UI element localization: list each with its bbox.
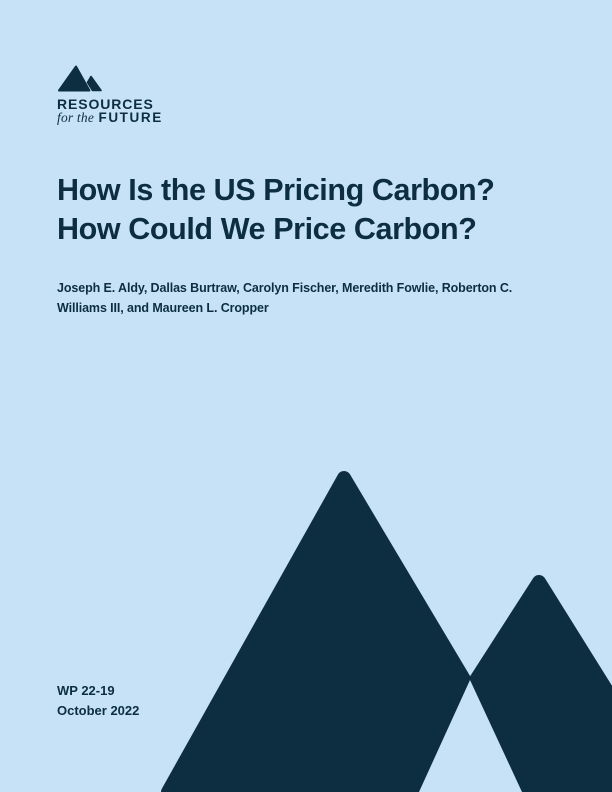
rff-mountains-icon	[58, 65, 102, 92]
authors-line-2: Williams III, and Maureen L. Cropper	[57, 300, 269, 315]
rff-logo: RESOURCES for the FUTURE	[57, 64, 163, 125]
org-name-resources: RESOURCES	[57, 96, 154, 112]
authors: Joseph E. Aldy, Dallas Burtraw, Carolyn …	[57, 279, 512, 318]
paper-metadata: WP 22-19 October 2022	[57, 681, 139, 720]
org-name-future: FUTURE	[98, 110, 163, 125]
paper-number: WP 22-19	[57, 683, 115, 698]
page-title-line-1: How Is the US Pricing Carbon?	[57, 173, 495, 207]
publication-date: October 2022	[57, 702, 140, 718]
authors-line-1: Joseph E. Aldy, Dallas Burtraw, Carolyn …	[57, 281, 513, 295]
page-title: How Is the US Pricing Carbon? How Could …	[57, 171, 495, 249]
page-title-line-2: How Could We Price Carbon?	[57, 212, 477, 246]
org-name-for-the: for the	[57, 110, 95, 125]
org-name-future-line: for the FUTURE	[57, 111, 163, 125]
